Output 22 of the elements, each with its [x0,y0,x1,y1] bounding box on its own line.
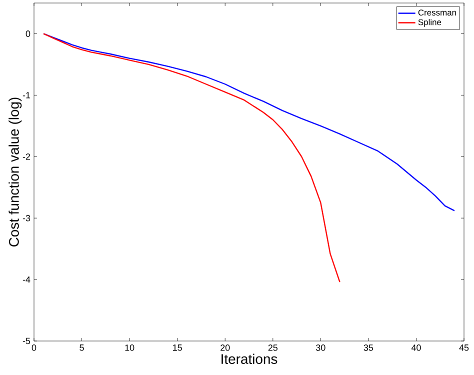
y-axis-title: Cost function value (log) [8,98,22,246]
x-tick-label: 10 [125,344,134,351]
line-series [42,33,456,212]
x-tick-label: 40 [411,344,421,351]
legend-label: Spline [418,18,442,27]
x-axis-title: Iterations [222,354,278,364]
x-tick-label: 15 [173,344,182,351]
y-tick-label: -3 [22,214,30,222]
x-tick-label: 45 [459,344,469,351]
legend-label: Cressman [418,10,456,16]
y-tick-label: 0 [26,30,30,37]
x-tick-label: 0 [32,344,36,351]
y-tick-label: -2 [22,154,30,160]
x-tick-label: 35 [364,344,374,351]
y-tick-label: -5 [22,338,30,344]
y-tick-label: -4 [22,276,30,283]
x-tick-label: 30 [316,344,326,351]
y-tick-label: -1 [22,92,30,98]
x-tick-label: 25 [268,344,278,351]
line-series [42,33,340,283]
x-tick-label: 20 [220,344,230,351]
x-tick-label: 5 [80,344,84,351]
